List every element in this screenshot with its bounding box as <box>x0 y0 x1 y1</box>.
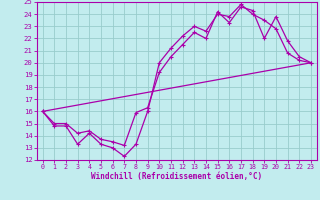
X-axis label: Windchill (Refroidissement éolien,°C): Windchill (Refroidissement éolien,°C) <box>91 172 262 181</box>
